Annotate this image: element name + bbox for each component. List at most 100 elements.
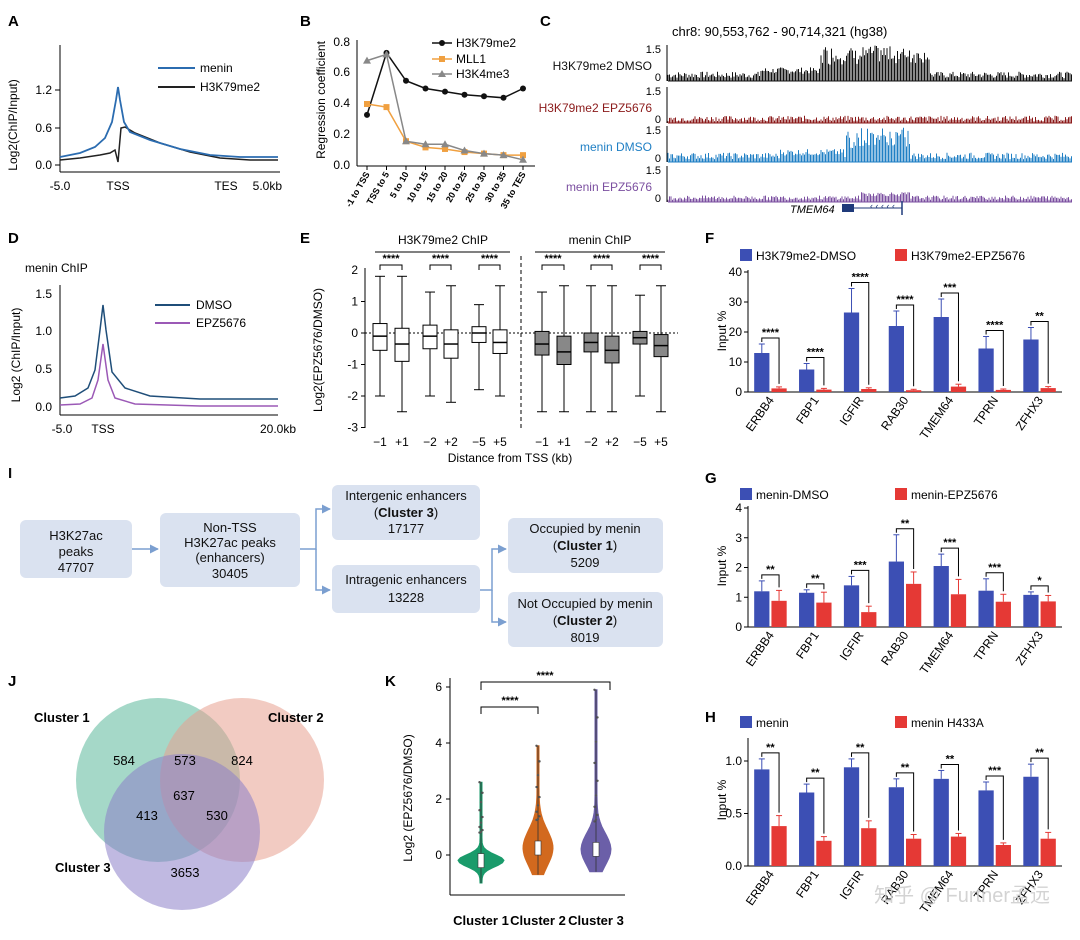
- panel-e-ylabel: Log2(EPZ5676/DMSO): [311, 288, 325, 412]
- sig-label: **: [1035, 311, 1044, 323]
- bar-menin-EPZ5676: [771, 600, 787, 627]
- bar-menin: [754, 769, 770, 866]
- sig-bracket: [940, 292, 959, 382]
- track-zero: 0: [655, 193, 661, 205]
- bar-menin-DMSO: [754, 591, 770, 627]
- panel-d-letter: D: [8, 230, 19, 247]
- y-tick-label: 2: [351, 263, 358, 277]
- panel-f-legend-0: H3K79me2-DMSO: [756, 249, 856, 263]
- panel-a-axes: 1.2 0.6 0.0 -5.0 TSS TES 5.0kb: [35, 45, 282, 193]
- x-tick-label: −2: [423, 435, 437, 449]
- outlier-point: [478, 809, 481, 812]
- outlier-point: [481, 828, 484, 832]
- sig-label: **: [1035, 747, 1044, 759]
- outlier-point: [481, 791, 484, 794]
- sig-bracket: [806, 583, 825, 590]
- x-tick-label: FBP1: [793, 393, 822, 426]
- box-line: 47707: [58, 560, 94, 575]
- sig-bracket: [851, 282, 870, 385]
- panel-k-xticks: Cluster 1 Cluster 2 Cluster 3: [453, 913, 624, 928]
- panel-e-yticks: 2 1 0 -1 -2 -3: [347, 263, 365, 435]
- point: [461, 91, 468, 98]
- panel-b-ytick: 0.6: [333, 65, 350, 79]
- sig-label: ****: [642, 253, 660, 265]
- bar-H3K79me2-DMSO: [888, 326, 904, 392]
- point: [442, 88, 448, 95]
- venn-count: 573: [174, 753, 196, 768]
- y-tick-label: 1.0: [725, 754, 742, 768]
- outlier-point: [535, 810, 538, 813]
- y-tick-label: 1: [735, 590, 742, 604]
- sig-label: **: [766, 742, 775, 754]
- panel-d: D menin ChIP Log2 (ChIP/Input) 1.5 1.0 0…: [8, 230, 296, 436]
- sig-label: ****: [807, 347, 825, 359]
- venn-label-cluster1: Cluster 1: [34, 710, 90, 725]
- outlier-point: [596, 813, 599, 817]
- bar-H3K79me2-EPZ5676: [950, 386, 967, 392]
- panel-b-legend-h3k79me2: H3K79me2: [456, 36, 516, 50]
- outlier-point: [478, 781, 481, 784]
- bar-H3K79me2-EPZ5676: [861, 389, 877, 392]
- sig-bracket: [761, 574, 780, 588]
- panel-i-box-cluster1: Occupied by menin (Cluster 1) 5209: [508, 518, 663, 573]
- track-label: menin EPZ5676: [566, 180, 652, 194]
- sig-label: ****: [432, 253, 450, 265]
- panel-g: G menin-DMSO menin-EPZ5676 Input % 4 3 2 1 0…: [705, 470, 1062, 677]
- point: [364, 111, 370, 118]
- bar-H3K79me2-EPZ5676: [816, 389, 832, 392]
- panel-h-ylabel: Input %: [715, 779, 729, 820]
- bar-H3K79me2-DMSO: [933, 317, 949, 392]
- svg-text:‹ ‹ ‹ ‹ ‹: ‹ ‹ ‹ ‹ ‹: [870, 201, 895, 211]
- bar-menin-DMSO: [1023, 594, 1039, 627]
- panel-a-legend-menin: menin: [200, 61, 233, 75]
- sig-bracket: [851, 752, 870, 818]
- panel-a-xtick: TES: [214, 179, 237, 193]
- sig-bracket: [806, 777, 825, 834]
- x-tick-label: +5: [493, 435, 507, 449]
- x-tick-label: −2: [584, 435, 598, 449]
- track-scale: 1.5: [646, 165, 661, 177]
- sig-label: ****: [896, 294, 914, 306]
- sig-bracket: [639, 264, 662, 270]
- y-tick-label: 2: [435, 792, 442, 806]
- x-tick-label: FBP1: [793, 628, 822, 661]
- box-line: H3K27ac: [49, 528, 103, 543]
- sig-bracket: [761, 752, 780, 813]
- sig-bracket: [985, 572, 1004, 592]
- panel-d-ytick: 1.5: [35, 287, 52, 301]
- bar-menin: [933, 778, 949, 866]
- panel-j: J Cluster 1 Cluster 2 Cluster 3 584 573 …: [8, 673, 324, 910]
- sig-bracket: [985, 330, 1004, 386]
- outlier-point: [479, 830, 483, 834]
- track-scale: 1.5: [646, 44, 661, 56]
- sig-label: ****: [986, 320, 1004, 332]
- panel-e-group1-title: H3K79me2 ChIP: [398, 233, 488, 247]
- panel-b-legend: H3K79me2 MLL1 H3K4me3: [432, 36, 516, 81]
- panel-a-line-menin: [59, 86, 278, 158]
- panel-e-group2-title: menin ChIP: [569, 233, 632, 247]
- sig-bracket: [1030, 757, 1049, 830]
- panel-i-box-intergenic: Intergenic enhancers (Cluster 3) 17177: [332, 485, 480, 540]
- panel-d-xtick: 20.0kb: [260, 422, 296, 436]
- track-zero: 0: [655, 153, 661, 165]
- x-tick-label: ZFHX3: [1013, 393, 1046, 432]
- panel-i-box-intragenic: Intragenic enhancers 13228: [332, 565, 480, 613]
- track-label: H3K79me2 DMSO: [553, 59, 652, 73]
- panel-f-legend: H3K79me2-DMSO H3K79me2-EPZ5676: [740, 249, 1025, 263]
- outlier-point: [593, 805, 596, 808]
- sig-bracket: [379, 264, 403, 270]
- point: [363, 56, 371, 64]
- box: [556, 335, 572, 365]
- track-scale: 1.5: [646, 86, 661, 98]
- box-line: 30405: [212, 566, 248, 581]
- panel-c-coords: chr8: 90,553,762 - 90,714,321 (hg38): [672, 24, 887, 39]
- sig-label: **: [811, 573, 820, 585]
- panel-b-ytick: 0.4: [333, 96, 350, 110]
- panel-k-ylabel: Log2 (EPZ5676/DMSO): [401, 734, 415, 861]
- track-scale: 1.5: [646, 125, 661, 137]
- sig-bracket: [851, 569, 870, 604]
- panel-d-ytick: 1.0: [35, 324, 52, 338]
- sig-label: **: [856, 742, 865, 754]
- panel-k-sig: ****: [501, 695, 519, 707]
